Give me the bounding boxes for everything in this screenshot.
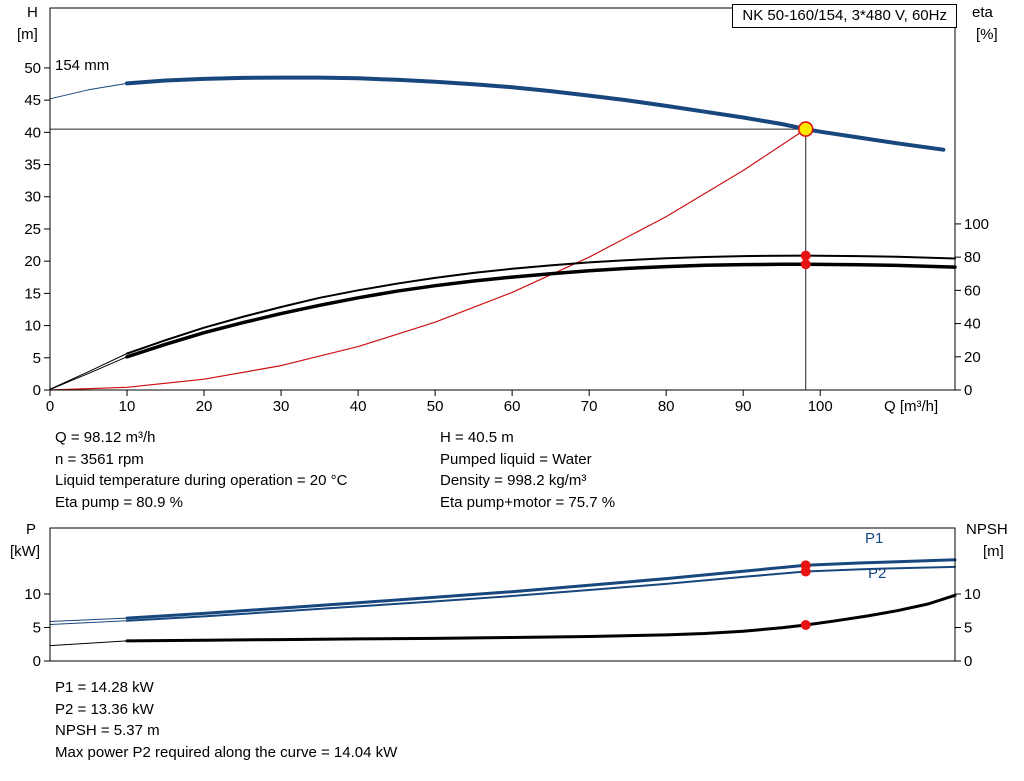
right-tick-label: 10 xyxy=(964,586,981,603)
duty-info-right: H = 40.5 m Pumped liquid = Water Density… xyxy=(440,427,615,513)
info-line-p1: P1 = 14.28 kW xyxy=(55,679,154,696)
left-tick-label: 5 xyxy=(33,619,41,636)
right-tick-label: 40 xyxy=(964,316,981,333)
p2-curve-label: P2 xyxy=(868,565,887,582)
x-tick-label: 70 xyxy=(581,398,598,415)
info-line-speed: n = 3561 rpm xyxy=(55,450,144,468)
x-tick-label: 60 xyxy=(504,398,521,415)
x-tick-label: 40 xyxy=(350,398,367,415)
x-tick-label: 90 xyxy=(735,398,752,415)
left-tick-label: 0 xyxy=(33,653,41,670)
power-info: P1 = 14.28 kW P2 = 13.36 kW NPSH = 5.37 … xyxy=(55,677,397,763)
q-axis-label: Q [m³/h] xyxy=(884,398,939,415)
left-tick-label: 50 xyxy=(24,60,41,77)
p-axis-label: P xyxy=(26,521,37,538)
plot-border xyxy=(49,527,956,662)
info-line-q: Q = 98.12 m³/h xyxy=(55,429,156,446)
right-tick-label: 0 xyxy=(964,653,972,670)
info-line-max-power: Max power P2 required along the curve = … xyxy=(55,743,398,761)
npsh-lead xyxy=(49,640,128,647)
eta-axis-label: eta xyxy=(972,4,993,21)
eta-pump-lead xyxy=(49,353,128,390)
duty-info-left: Q = 98.12 m³/h n = 3561 rpm Liquid tempe… xyxy=(55,427,347,513)
left-tick-label: 10 xyxy=(24,586,41,603)
x-tick-label: 80 xyxy=(658,398,675,415)
system-curve xyxy=(49,128,807,391)
right-tick-label: 5 xyxy=(964,619,972,636)
right-tick-label: 20 xyxy=(964,349,981,366)
left-tick-label: 15 xyxy=(24,285,41,302)
x-tick-label: 100 xyxy=(808,398,833,415)
hq-154mm xyxy=(125,75,946,152)
npsh-curve xyxy=(125,593,957,643)
info-line-h: H = 40.5 m xyxy=(440,429,514,446)
npsh-axis-label: NPSH xyxy=(966,521,1008,538)
h-axis-unit-label: [m] xyxy=(17,26,38,43)
eta-pump xyxy=(126,254,956,355)
npsh-duty-dot xyxy=(800,620,811,631)
info-line-eta-pump-motor: Eta pump+motor = 75.7 % xyxy=(440,493,616,511)
eta-pump-motor-duty-dot xyxy=(800,259,811,270)
eta-axis-unit-label: [%] xyxy=(976,26,998,43)
hq-lead xyxy=(49,82,128,100)
right-tick-label: 100 xyxy=(964,216,989,233)
right-tick-label: 0 xyxy=(964,382,972,399)
right-tick-label: 60 xyxy=(964,282,981,299)
x-tick-label: 50 xyxy=(427,398,444,415)
left-tick-label: 45 xyxy=(24,92,41,109)
plot-border xyxy=(49,7,956,391)
info-line-liquid: Pumped liquid = Water xyxy=(440,450,592,468)
left-tick-label: 40 xyxy=(24,124,41,141)
pump-title-box: NK 50-160/154, 3*480 V, 60Hz xyxy=(732,4,957,28)
info-line-eta-pump: Eta pump = 80.9 % xyxy=(55,493,183,511)
impeller-size-label: 154 mm xyxy=(55,57,110,74)
duty-point-marker[interactable] xyxy=(797,121,814,137)
p2-curve xyxy=(126,565,956,622)
p2-lead xyxy=(49,620,128,625)
p1-curve-label: P1 xyxy=(865,530,884,547)
left-tick-label: 30 xyxy=(24,189,41,206)
right-tick-label: 80 xyxy=(964,249,981,266)
left-tick-label: 0 xyxy=(33,382,41,399)
power-npsh-chart: 0 5 10 0 5 10 xyxy=(24,527,981,670)
info-line-p2: P2 = 13.36 kW xyxy=(55,700,154,718)
npsh-axis-unit-label: [m] xyxy=(983,543,1004,560)
eta-pump-duty-dot xyxy=(800,250,811,261)
eta-pump-motor-lead xyxy=(49,356,128,390)
hq-eta-chart: 0 10 20 30 40 50 60 70 80 90 100 0 5 10 15 20 25 30 35 40 45… xyxy=(24,7,989,415)
left-tick-label: 10 xyxy=(24,318,41,335)
eta-pump-motor xyxy=(125,262,957,359)
x-tick-label: 20 xyxy=(196,398,213,415)
p-axis-unit-label: [kW] xyxy=(10,543,40,560)
left-tick-label: 35 xyxy=(24,157,41,174)
left-tick-label: 5 xyxy=(33,350,41,367)
p2-duty-dot xyxy=(800,566,811,577)
h-axis-label: H xyxy=(27,4,38,21)
left-tick-label: 20 xyxy=(24,253,41,270)
info-line-density: Density = 998.2 kg/m³ xyxy=(440,472,587,489)
x-tick-label: 10 xyxy=(119,398,136,415)
info-line-npsh: NPSH = 5.37 m xyxy=(55,722,160,739)
x-tick-label: 30 xyxy=(273,398,290,415)
p1-lead xyxy=(49,617,128,622)
info-line-temperature: Liquid temperature during operation = 20… xyxy=(55,472,348,489)
p1-curve xyxy=(125,558,957,620)
left-tick-label: 25 xyxy=(24,221,41,238)
x-tick-label: 0 xyxy=(46,398,54,415)
